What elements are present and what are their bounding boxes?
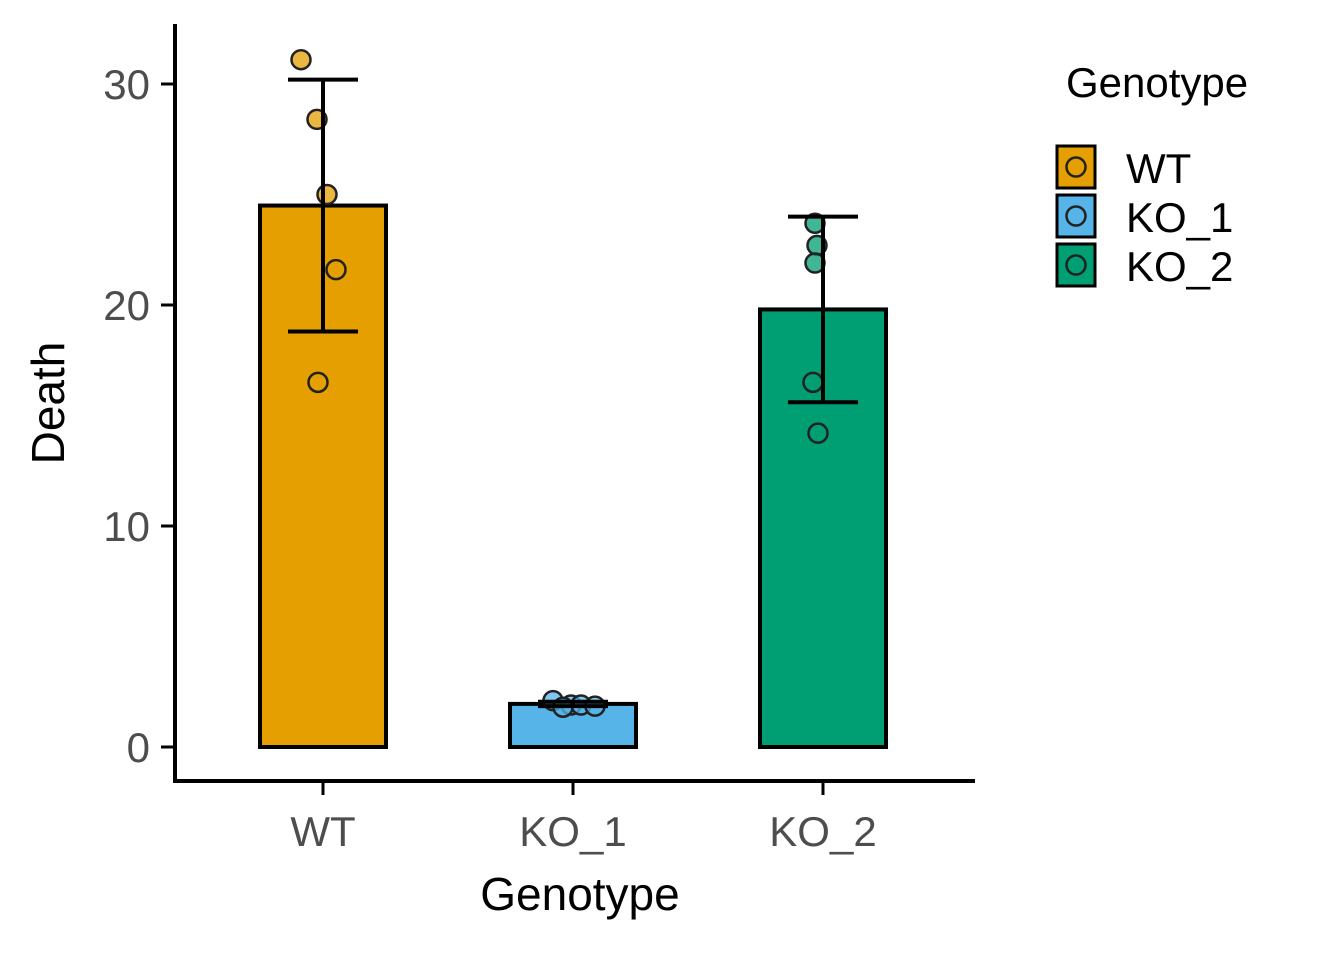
data-point (807, 422, 829, 444)
data-point (307, 371, 329, 394)
x-axis-title: Genotype (480, 868, 679, 920)
data-point (802, 371, 824, 394)
data-point (290, 48, 312, 71)
legend-label: WT (1126, 145, 1191, 192)
y-tick-label: 20 (103, 282, 150, 329)
legend-key-ko-2 (1055, 242, 1097, 288)
legend-key-point (1065, 205, 1087, 227)
x-tick-label: KO_1 (519, 808, 626, 855)
y-tick-label: 0 (127, 724, 150, 771)
legend-label: KO_1 (1126, 194, 1233, 241)
legend-key-point (1065, 156, 1087, 178)
data-point (316, 183, 338, 206)
x-tick-label: WT (290, 808, 355, 855)
legend-title: Genotype (1066, 59, 1248, 106)
y-tick-label: 10 (103, 503, 150, 550)
y-tick-label: 30 (103, 61, 150, 108)
y-axis-title: Death (22, 342, 74, 465)
plot-area (258, 48, 888, 750)
legend-key-point (1065, 254, 1087, 276)
x-tick-label: KO_2 (769, 808, 876, 855)
axes: 0 10 20 30 WT KO_1 KO_2 (103, 24, 975, 855)
legend-label: KO_2 (1126, 243, 1233, 290)
data-point (325, 258, 347, 281)
